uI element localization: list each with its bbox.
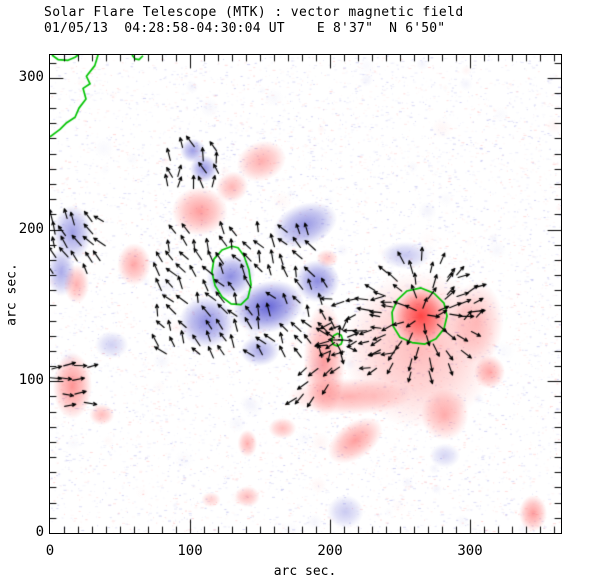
x-tick-label: 0 <box>45 543 55 559</box>
y-tick-label: 200 <box>18 220 44 237</box>
x-tick-label: 100 <box>177 543 203 559</box>
x-axis-label: arc sec. <box>273 564 337 579</box>
y-tick-label: 300 <box>18 68 44 85</box>
y-tick-label: 100 <box>18 372 44 389</box>
y-axis-label: arc sec. <box>4 263 20 326</box>
x-tick-label: 200 <box>317 543 343 559</box>
plot-title: Solar Flare Telescope (MTK) : vector mag… <box>44 5 464 20</box>
plot-frame <box>49 54 562 534</box>
magnetogram-canvas <box>50 55 561 533</box>
plot-subtitle: 01/05/13 04:28:58-04:30:04 UT E 8'37" N … <box>44 21 446 36</box>
y-tick-label: 0 <box>35 524 44 540</box>
x-tick-label: 300 <box>457 543 483 559</box>
